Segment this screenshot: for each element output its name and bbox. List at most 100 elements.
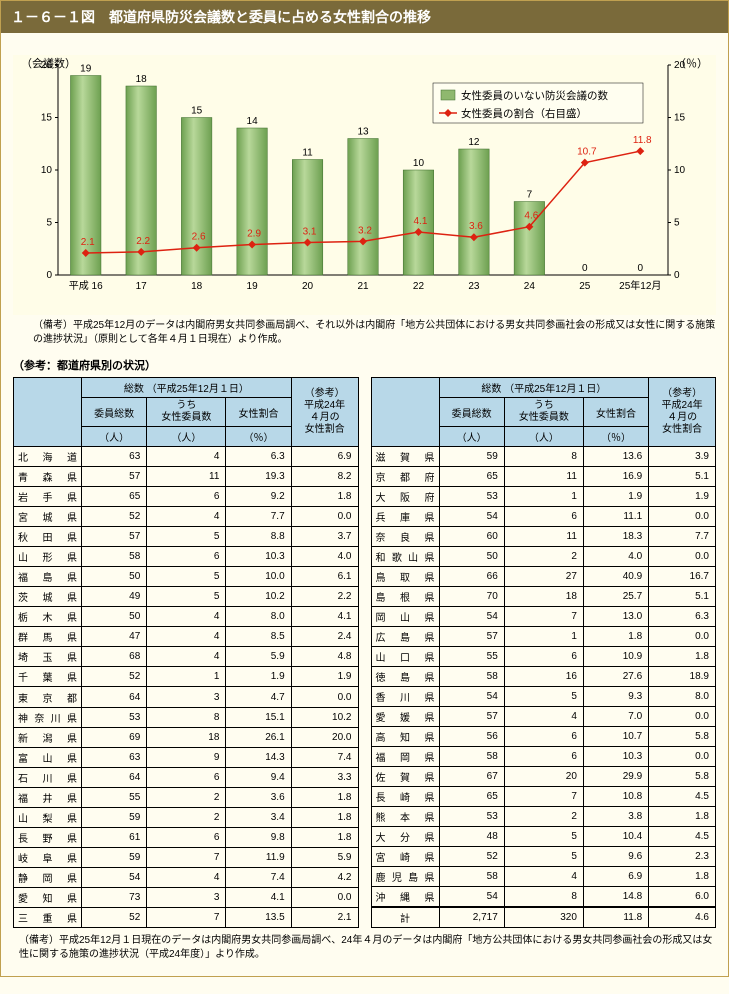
svg-text:0: 0 xyxy=(582,263,588,274)
svg-text:11.8: 11.8 xyxy=(633,135,652,146)
bottom-note: （備考）平成25年12月１日現在のデータは内閣府男女共同参画局調べ、24年４月の… xyxy=(19,934,716,962)
table-row: 熊 本 県5323.81.8 xyxy=(371,807,716,827)
table-row: 京 都 府651116.95.1 xyxy=(371,467,716,487)
svg-text:14: 14 xyxy=(247,116,259,127)
svg-text:10: 10 xyxy=(674,165,686,176)
table-row: 青 森 県571119.38.2 xyxy=(14,467,359,487)
table-row: 千 葉 県5211.91.9 xyxy=(14,667,359,687)
table-row: 福 井 県5523.61.8 xyxy=(14,787,359,807)
svg-text:4.1: 4.1 xyxy=(414,216,428,227)
svg-text:女性委員のいない防災会議の数: 女性委員のいない防災会議の数 xyxy=(461,89,608,102)
svg-text:13: 13 xyxy=(357,127,369,138)
figure-title: １－６－１図 都道府県防災会議数と委員に占める女性割合の推移 xyxy=(1,1,728,33)
svg-text:2.6: 2.6 xyxy=(192,232,206,243)
svg-text:19: 19 xyxy=(80,64,92,75)
table-row: 栃 木 県5048.04.1 xyxy=(14,607,359,627)
table-row: 富 山 県63914.37.4 xyxy=(14,747,359,767)
svg-text:23: 23 xyxy=(468,281,480,292)
table-row: 和歌山県5024.00.0 xyxy=(371,547,716,567)
svg-text:21: 21 xyxy=(357,281,369,292)
chart-note: （備考）平成25年12月のデータは内閣府男女共同参画局調べ、それ以外は内閣府「地… xyxy=(33,319,716,347)
svg-text:18: 18 xyxy=(191,281,203,292)
svg-text:女性委員の割合（右目盛）: 女性委員の割合（右目盛） xyxy=(461,107,587,120)
table-row: 三 重 県52713.52.1 xyxy=(14,907,359,927)
table-row: 山 梨 県5923.41.8 xyxy=(14,807,359,827)
table-row: 徳 島 県581627.618.9 xyxy=(371,667,716,687)
table-row: 愛 知 県7334.10.0 xyxy=(14,887,359,907)
svg-text:25: 25 xyxy=(579,281,591,292)
svg-text:15: 15 xyxy=(191,106,203,117)
svg-text:12: 12 xyxy=(468,137,480,148)
table-row: 神奈川県53815.110.2 xyxy=(14,707,359,727)
svg-text:25年12月: 25年12月 xyxy=(619,279,661,292)
table-row: 福 島 県50510.06.1 xyxy=(14,567,359,587)
table-row: 佐 賀 県672029.95.8 xyxy=(371,767,716,787)
table-row: 東 京 都6434.70.0 xyxy=(14,687,359,707)
svg-text:17: 17 xyxy=(136,281,148,292)
table-row: 広 島 県5711.80.0 xyxy=(371,627,716,647)
content: （会議数） （％） 005510101515202019平成 161817151… xyxy=(1,33,728,976)
table-row: 山 形 県58610.34.0 xyxy=(14,547,359,567)
svg-text:0: 0 xyxy=(46,270,52,281)
svg-text:19: 19 xyxy=(247,281,259,292)
svg-text:3.2: 3.2 xyxy=(358,225,372,236)
table-row: 秋 田 県5758.83.7 xyxy=(14,527,359,547)
table-row: 新 潟 県691826.120.0 xyxy=(14,727,359,747)
table-row: 奈 良 県601118.37.7 xyxy=(371,527,716,547)
page-container: １－６－１図 都道府県防災会議数と委員に占める女性割合の推移 （会議数） （％）… xyxy=(0,0,729,977)
svg-text:2.2: 2.2 xyxy=(136,236,150,247)
table-row: 大 阪 府5311.91.9 xyxy=(371,487,716,507)
table-row: 北 海 道6346.36.9 xyxy=(14,447,359,467)
table-row: 静 岡 県5447.44.2 xyxy=(14,867,359,887)
svg-text:10: 10 xyxy=(413,158,425,169)
table-row: 香 川 県5459.38.0 xyxy=(371,687,716,707)
svg-text:0: 0 xyxy=(674,270,680,281)
svg-text:5: 5 xyxy=(46,218,52,229)
table-row: 岡 山 県54713.06.3 xyxy=(371,607,716,627)
chart-area: （会議数） （％） 005510101515202019平成 161817151… xyxy=(13,55,716,315)
table-row: 長 野 県6169.81.8 xyxy=(14,827,359,847)
total-row: 計2,71732011.84.6 xyxy=(371,907,716,928)
table-row: 宮 城 県5247.70.0 xyxy=(14,507,359,527)
svg-text:10: 10 xyxy=(41,165,53,176)
svg-text:5: 5 xyxy=(674,218,680,229)
svg-text:3.6: 3.6 xyxy=(469,221,483,232)
svg-text:7: 7 xyxy=(527,190,533,201)
table-row: 鳥 取 県662740.916.7 xyxy=(371,567,716,587)
svg-text:2.9: 2.9 xyxy=(247,229,261,240)
table-right: 総数 （平成25年12月１日）（参考）平成24年４月の女性割合委員総数うち女性委… xyxy=(371,377,717,928)
table-row: 茨 城 県49510.22.2 xyxy=(14,587,359,607)
table-row: 山 口 県55610.91.8 xyxy=(371,647,716,667)
table-row: 岐 阜 県59711.95.9 xyxy=(14,847,359,867)
table-left: 総数 （平成25年12月１日）（参考）平成24年４月の女性割合委員総数うち女性委… xyxy=(13,377,359,928)
table-row: 群 馬 県4748.52.4 xyxy=(14,627,359,647)
table-row: 高 知 県56610.75.8 xyxy=(371,727,716,747)
table-row: 沖 縄 県54814.86.0 xyxy=(371,887,716,908)
y-right-label: （％） xyxy=(675,55,708,71)
y-left-label: （会議数） xyxy=(21,55,76,71)
svg-text:2.1: 2.1 xyxy=(81,237,95,248)
svg-text:20: 20 xyxy=(302,281,314,292)
svg-text:15: 15 xyxy=(41,113,53,124)
table-row: 大 分 県48510.44.5 xyxy=(371,827,716,847)
svg-text:18: 18 xyxy=(136,74,148,85)
tables-row: 総数 （平成25年12月１日）（参考）平成24年４月の女性割合委員総数うち女性委… xyxy=(13,377,716,928)
table-row: 愛 媛 県5747.00.0 xyxy=(371,707,716,727)
svg-text:15: 15 xyxy=(674,113,686,124)
table-row: 島 根 県701825.75.1 xyxy=(371,587,716,607)
table-row: 宮 崎 県5259.62.3 xyxy=(371,847,716,867)
table-row: 石 川 県6469.43.3 xyxy=(14,767,359,787)
table-row: 兵 庫 県54611.10.0 xyxy=(371,507,716,527)
table-row: 長 崎 県65710.84.5 xyxy=(371,787,716,807)
svg-text:11: 11 xyxy=(302,148,313,159)
svg-text:4.6: 4.6 xyxy=(524,211,538,222)
table-row: 鹿児島県5846.91.8 xyxy=(371,867,716,887)
table-row: 福 岡 県58610.30.0 xyxy=(371,747,716,767)
svg-text:3.1: 3.1 xyxy=(303,226,317,237)
table-row: 滋 賀 県59813.63.9 xyxy=(371,447,716,467)
svg-text:平成 16: 平成 16 xyxy=(69,280,103,292)
chart-svg: 005510101515202019平成 1618171518141911201… xyxy=(13,55,713,301)
table-row: 岩 手 県6569.21.8 xyxy=(14,487,359,507)
svg-text:10.7: 10.7 xyxy=(577,147,597,158)
svg-text:0: 0 xyxy=(637,263,643,274)
